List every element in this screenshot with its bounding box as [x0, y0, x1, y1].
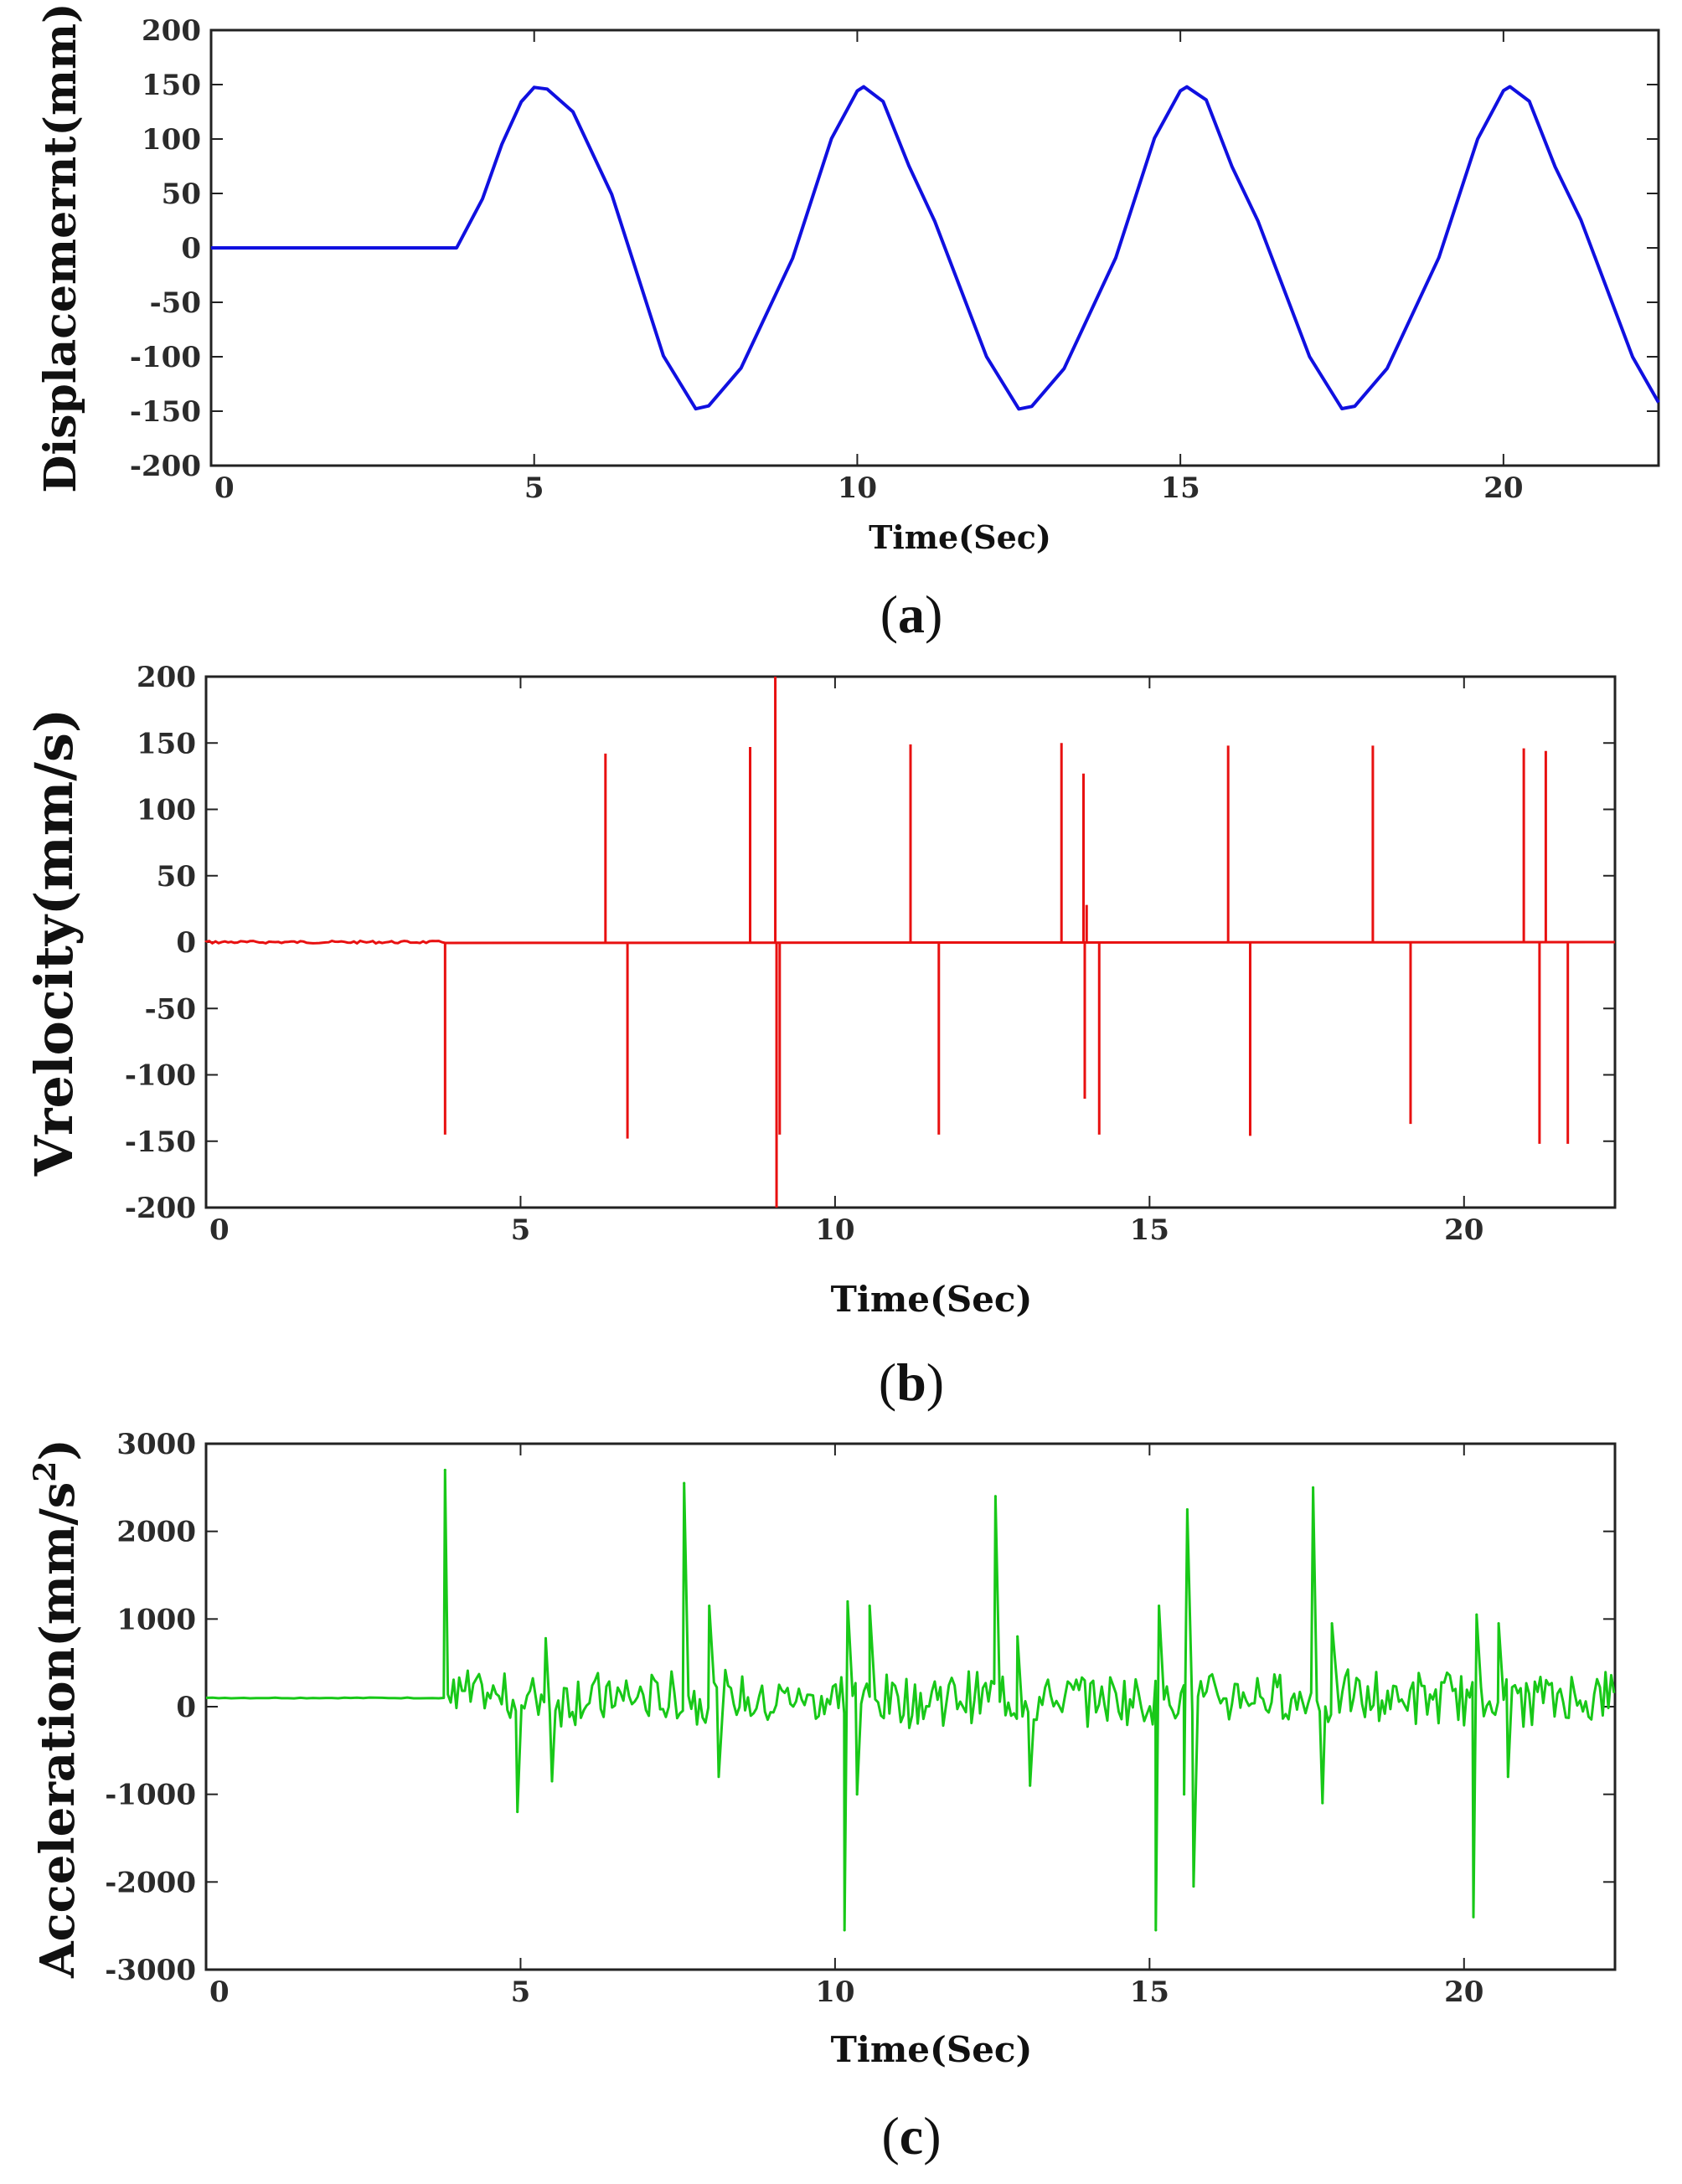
caption-a: (a)	[880, 585, 943, 644]
caption-c: (c)	[881, 2106, 941, 2166]
x-tick-label-a-0: 0	[214, 471, 235, 505]
x-tick-label-c-1: 5	[511, 1975, 531, 2009]
x-tick-label-a-1: 5	[524, 471, 544, 505]
data-series-b	[204, 677, 1616, 1208]
caption-c-letter: c	[900, 2106, 923, 2166]
acceleration-peak-15	[1158, 1605, 1161, 1608]
y-tick-label-c-6: -3000	[105, 1954, 196, 1987]
acceleration-peak-3	[550, 1780, 554, 1783]
y-axis-label-a: Displacemernt(mm)	[35, 3, 86, 492]
acceleration-peak-11	[993, 1495, 997, 1498]
acceleration-line	[205, 1468, 1616, 1932]
y-tick-label-b-4: 0	[176, 926, 196, 960]
y-tick-label-a-1: 150	[142, 69, 201, 102]
y-tick-label-b-1: 150	[137, 727, 196, 760]
panel-c-acceleration: 0 5 10 15 20 3000 2000 1000 0 -1000 -2000 -3000 Tim…	[28, 1428, 1617, 2166]
y-tick-label-c-1: 2000	[116, 1516, 196, 1549]
y-axis-label-b: Vrelocity(mm/s)	[23, 708, 85, 1177]
y-axis-label-c-close: )	[30, 1439, 85, 1461]
data-series-c	[205, 1468, 1616, 1932]
acceleration-peak-6	[717, 1775, 720, 1779]
panel-a-displacement: 0 5 10 15 20 200 150 100 50 0 -50 -100 -150 -200 Time…	[35, 3, 1660, 644]
x-tick-label-b-1: 5	[511, 1213, 531, 1247]
x-tick-label-c-3: 15	[1130, 1975, 1169, 2009]
ticks-b: 0 5 10 15 20 200 150 100 50 0 -50 -100 -150 -200	[125, 661, 1615, 1247]
acceleration-peak-20	[1321, 1801, 1324, 1805]
y-tick-label-b-5: -50	[145, 992, 196, 1026]
plot-frame-c	[204, 1442, 1617, 1971]
acceleration-peak-1	[516, 1811, 519, 1814]
acceleration-peak-16	[1183, 1793, 1186, 1796]
acceleration-peak-7	[843, 1929, 846, 1932]
x-axis-label-c: Time(Sec)	[831, 2029, 1033, 2070]
y-axis-label-c: Acceleration(mm/s2)	[28, 1439, 85, 1979]
y-axis-label-c-main: Acceleration(mm/s	[30, 1482, 85, 1979]
x-tick-label-c-4: 20	[1444, 1975, 1483, 2009]
x-axis-label-b: Time(Sec)	[831, 1279, 1033, 1320]
panel-b-velocity: 0 5 10 15 20 200 150 100 50 0 -50 -100 -150 -200 Time…	[23, 661, 1617, 1412]
acceleration-peak-12	[1016, 1635, 1019, 1638]
caption-b-letter: b	[896, 1352, 926, 1412]
y-tick-label-c-5: -2000	[105, 1866, 196, 1899]
ticks-a: 0 5 10 15 20 200 150 100 50 0 -50 -100 -150 -200	[130, 14, 1659, 505]
caption-b: (b)	[879, 1352, 944, 1412]
velocity-baseline	[204, 939, 1616, 945]
ticks-c: 0 5 10 15 20 3000 2000 1000 0 -1000 -2000 -3000	[105, 1428, 1615, 2009]
y-tick-label-c-3: 0	[176, 1691, 196, 1724]
y-tick-label-a-4: 0	[181, 232, 201, 265]
acceleration-peak-4	[683, 1481, 686, 1485]
y-tick-label-a-3: 50	[162, 178, 201, 211]
acceleration-peak-21	[1330, 1622, 1334, 1625]
acceleration-peak-9	[855, 1793, 859, 1796]
acceleration-peak-24	[1497, 1622, 1500, 1625]
data-series-a	[211, 85, 1660, 411]
y-axis-label-c-sup: 2	[28, 1461, 63, 1482]
y-tick-label-b-2: 100	[137, 794, 196, 827]
acceleration-peak-17	[1185, 1508, 1189, 1511]
acceleration-peak-10	[868, 1605, 871, 1608]
acceleration-peak-0	[443, 1468, 446, 1471]
y-tick-label-a-8: -200	[130, 450, 201, 483]
x-tick-label-a-2: 10	[838, 471, 877, 505]
y-tick-label-c-0: 3000	[116, 1428, 196, 1461]
x-tick-label-c-0: 0	[209, 1975, 230, 2009]
x-tick-label-b-2: 10	[815, 1213, 854, 1247]
acceleration-peak-25	[1506, 1775, 1509, 1779]
acceleration-peak-2	[544, 1636, 547, 1640]
y-tick-label-c-4: -1000	[105, 1779, 196, 1812]
acceleration-peak-18	[1192, 1885, 1195, 1888]
y-tick-label-b-7: -150	[125, 1125, 196, 1159]
y-tick-label-b-8: -200	[125, 1192, 196, 1225]
acceleration-peak-23	[1475, 1613, 1478, 1616]
displacement-line	[211, 85, 1660, 411]
x-axis-label-a: Time(Sec)	[869, 518, 1051, 556]
y-tick-label-b-6: -100	[125, 1059, 196, 1093]
y-tick-label-a-7: -150	[130, 395, 201, 429]
acceleration-peak-13	[1029, 1784, 1032, 1787]
y-tick-label-b-3: 50	[157, 860, 196, 894]
x-tick-label-a-3: 15	[1160, 471, 1200, 505]
y-tick-label-a-5: -50	[150, 286, 201, 320]
x-tick-label-c-2: 10	[815, 1975, 854, 2009]
y-tick-label-b-0: 200	[137, 661, 196, 694]
y-tick-label-a-6: -100	[130, 341, 201, 374]
y-tick-label-a-2: 100	[142, 123, 201, 157]
y-tick-label-c-2: 1000	[116, 1603, 196, 1636]
caption-a-letter: a	[898, 585, 925, 644]
y-tick-label-a-0: 200	[142, 14, 201, 48]
acceleration-peak-8	[846, 1599, 849, 1603]
acceleration-peak-14	[1154, 1929, 1158, 1932]
acceleration-peak-19	[1312, 1486, 1315, 1489]
x-tick-label-b-4: 20	[1444, 1213, 1483, 1247]
acceleration-peak-22	[1472, 1915, 1475, 1919]
x-tick-label-b-0: 0	[209, 1213, 230, 1247]
x-tick-label-b-3: 15	[1130, 1213, 1169, 1247]
x-tick-label-a-4: 20	[1483, 471, 1523, 505]
acceleration-peak-5	[708, 1605, 711, 1608]
